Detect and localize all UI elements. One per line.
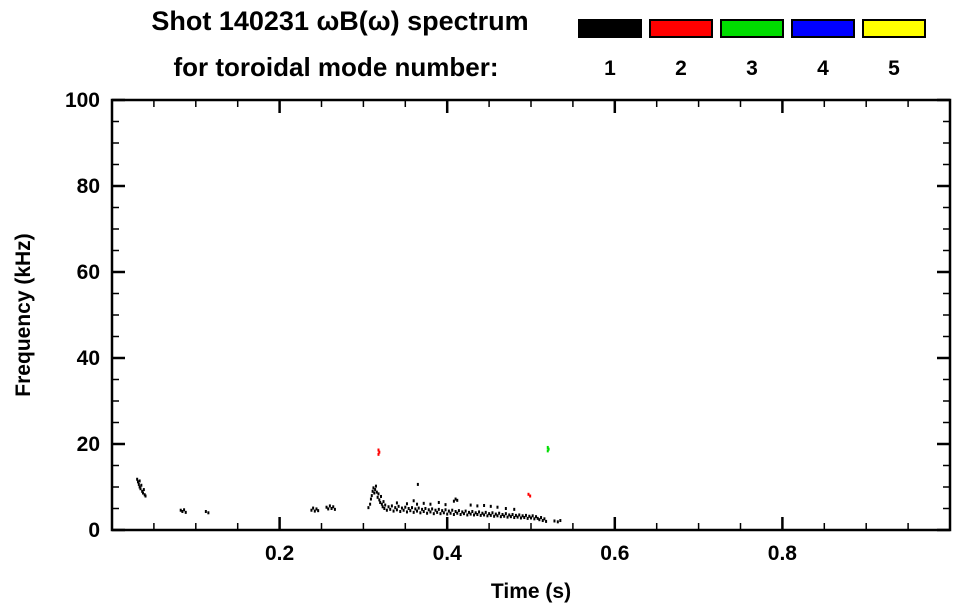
scatter-series-mode-3 <box>546 445 550 453</box>
legend-swatch-mode-4 <box>791 19 855 38</box>
legend-swatch-mode-3 <box>720 19 784 38</box>
legend-swatch-mode-5 <box>862 19 926 38</box>
plot-frame <box>110 98 952 532</box>
chart-title: Shot 140231 ωB(ω) spectrum <box>151 6 529 36</box>
legend-label-mode-4: 4 <box>817 57 829 80</box>
x-axis-ticks: 0.2 0.4 0.6 0.8 <box>153 100 909 565</box>
y-tick-label: 60 <box>77 261 100 284</box>
legend-label-mode-1: 1 <box>604 57 616 80</box>
y-tick-label: 100 <box>65 89 100 112</box>
y-tick-label: 80 <box>77 175 100 198</box>
x-axis-label: Time (s) <box>490 580 572 603</box>
y-tick-label: 20 <box>77 433 100 456</box>
y-tick-label: 40 <box>77 347 100 370</box>
y-tick-label: 0 <box>88 519 100 542</box>
x-tick-label: 0.4 <box>433 542 463 565</box>
y-axis-ticks: 0 20 40 60 80 100 <box>65 89 950 542</box>
legend-swatch-mode-2 <box>649 19 713 38</box>
x-tick-label: 0.2 <box>265 542 294 565</box>
legend-label-mode-3: 3 <box>746 57 758 80</box>
scatter-series-mode-2 <box>377 448 532 498</box>
scatter-series-mode-1 <box>136 477 562 524</box>
chart-subtitle: for toroidal mode number: <box>173 52 499 82</box>
legend-color-boxes <box>578 19 926 38</box>
x-tick-label: 0.6 <box>600 542 629 565</box>
x-tick-label: 0.8 <box>768 542 798 565</box>
legend-label-mode-5: 5 <box>888 57 900 80</box>
legend-swatch-mode-1 <box>578 19 642 38</box>
legend-mode-numbers: 1 2 3 4 5 <box>578 57 926 81</box>
legend-label-mode-2: 2 <box>675 57 687 80</box>
